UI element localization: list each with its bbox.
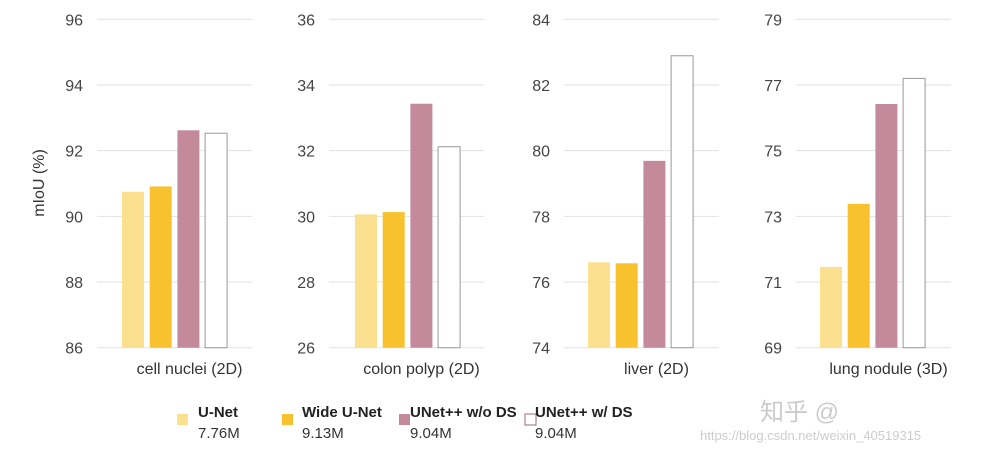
bar-u-net [122,191,144,348]
legend-swatch [282,414,293,425]
bar-unet-w-ds [670,55,694,349]
legend-item: Wide U-Net 9.13M [282,404,382,442]
y-tick-label: 32 [297,144,315,161]
y-tick-label: 86 [65,341,83,358]
watermark-text: 知乎 @ [760,399,839,426]
legend-item: UNet++ w/ DS 9.04M [524,404,633,442]
legend: U-Net 7.76M Wide U-Net 9.13M UNet++ w/o DS 9.… [177,404,633,442]
legend-item: UNet++ w/o DS 9.04M [399,404,517,442]
y-tick-label: 80 [532,144,550,161]
legend-name: Wide U-Net [302,404,382,421]
bar-wide-u-net [847,203,870,348]
bar-unet-w-ds [437,146,461,349]
y-axis-label: mIoU (%) [31,149,48,217]
legend-swatch [524,413,537,426]
y-tick-label: 30 [297,209,315,226]
bar-unet-w-o-ds [643,160,666,348]
y-tick-label: 69 [764,341,782,358]
legend-swatch [177,414,188,425]
panel-1: 86 88 90 92 94 96 cell nuclei (2D) [65,12,252,378]
y-tick-label: 73 [764,209,782,226]
panel-2: 26 28 30 32 34 36 colon polyp (2D) [297,12,484,378]
panel-4: 69 71 73 75 77 79 lung nodule (3D) [764,12,951,378]
x-category-label: lung nodule (3D) [829,361,947,378]
y-tick-label: 96 [65,12,83,29]
y-tick-label: 75 [764,144,782,161]
bar-wide-u-net [149,186,172,348]
y-tick-label: 78 [532,209,550,226]
bar-unet-w-o-ds [177,130,200,348]
bar-unet-w-ds [902,77,926,349]
y-tick-label: 88 [65,275,83,292]
y-tick-label: 34 [297,78,315,95]
y-tick-label: 74 [532,341,550,358]
x-category-label: cell nuclei (2D) [137,361,243,378]
bar-unet-w-ds [204,132,228,349]
panel-3: 74 76 78 80 82 84 liver (2D) [532,12,719,378]
x-category-label: colon polyp (2D) [363,361,480,378]
watermark-url: https://blog.csdn.net/weixin_40519315 [700,428,921,443]
legend-item: U-Net 7.76M [177,404,240,442]
legend-swatch [399,414,410,425]
bar-u-net [355,214,377,348]
y-tick-label: 82 [532,78,550,95]
legend-param-count: 9.13M [302,425,344,442]
legend-name: UNet++ w/ DS [535,404,633,421]
y-tick-label: 79 [764,12,782,29]
bar-u-net [820,266,842,348]
legend-param-count: 9.04M [535,425,577,442]
y-tick-label: 94 [65,78,83,95]
bar-wide-u-net [382,212,405,348]
y-tick-label: 28 [297,275,315,292]
bar-unet-w-o-ds [875,104,898,348]
legend-param-count: 9.04M [410,425,452,442]
y-tick-label: 84 [532,12,550,29]
legend-param-count: 7.76M [198,425,240,442]
y-tick-label: 92 [65,144,83,161]
legend-name: UNet++ w/o DS [410,404,517,421]
bar-wide-u-net [615,263,638,348]
y-tick-label: 77 [764,78,782,95]
y-tick-label: 26 [297,341,315,358]
y-tick-label: 76 [532,275,550,292]
y-tick-label: 90 [65,209,83,226]
legend-name: U-Net [198,404,238,421]
bar-u-net [588,262,610,348]
x-category-label: liver (2D) [624,361,689,378]
y-tick-label: 36 [297,12,315,29]
bar-unet-w-o-ds [410,103,433,348]
y-tick-label: 71 [764,275,782,292]
